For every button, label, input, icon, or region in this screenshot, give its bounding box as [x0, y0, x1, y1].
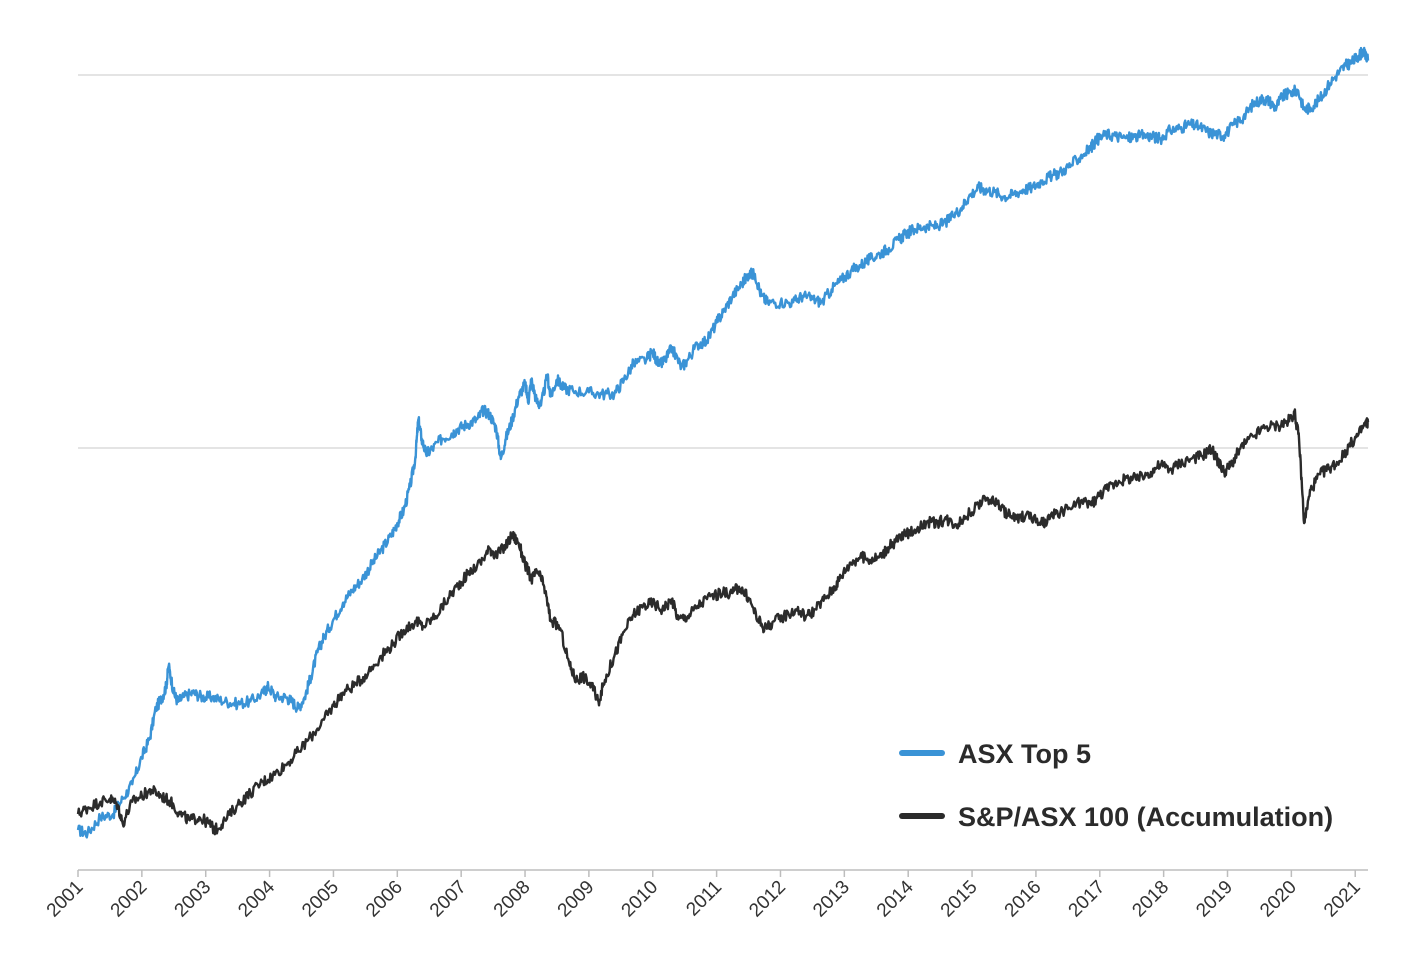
- legend-item-asx-top-5[interactable]: ASX Top 5: [899, 739, 1091, 769]
- x-tick-label: 2016: [1001, 877, 1046, 922]
- x-tick-label: 2002: [107, 877, 152, 922]
- x-tick-label: 2007: [426, 877, 471, 922]
- x-axis-ticks: 2001 2002 2003 2004 2005 2006 2007 2008 2009 2010…: [43, 870, 1365, 921]
- gridlines: [78, 74, 1368, 449]
- legend-label-asx-top-5: ASX Top 5: [958, 739, 1091, 769]
- x-tick-label: 2006: [362, 877, 407, 922]
- x-tick-label: 2003: [171, 877, 216, 922]
- legend-item-sp-asx-100[interactable]: S&P/ASX 100 (Accumulation): [899, 802, 1333, 832]
- x-tick-label: 2010: [618, 877, 663, 922]
- x-tick-label: 2021: [1320, 877, 1365, 922]
- x-tick-label: 2012: [745, 877, 790, 922]
- x-tick-label: 2019: [1192, 877, 1237, 922]
- x-tick-label: 2001: [43, 877, 88, 922]
- x-tick-label: 2005: [298, 877, 343, 922]
- x-tick-label: 2009: [554, 877, 599, 922]
- x-tick-label: 2018: [1128, 877, 1173, 922]
- legend-label-sp-asx-100: S&P/ASX 100 (Accumulation): [958, 802, 1333, 832]
- x-tick-label: 2014: [873, 876, 918, 921]
- x-tick-label: 2020: [1256, 877, 1301, 922]
- x-tick-label: 2015: [937, 877, 982, 922]
- x-tick-label: 2004: [234, 876, 279, 921]
- series-line-sp-asx-100[interactable]: [76, 408, 1370, 836]
- series-layer: [76, 46, 1370, 839]
- x-tick-label: 2008: [490, 877, 535, 922]
- x-tick-label: 2013: [809, 877, 854, 922]
- legend: ASX Top 5 S&P/ASX 100 (Accumulation): [899, 739, 1333, 832]
- x-tick-label: 2011: [682, 877, 726, 921]
- x-tick-label: 2017: [1065, 877, 1110, 922]
- series-line-asx-top-5[interactable]: [76, 46, 1370, 839]
